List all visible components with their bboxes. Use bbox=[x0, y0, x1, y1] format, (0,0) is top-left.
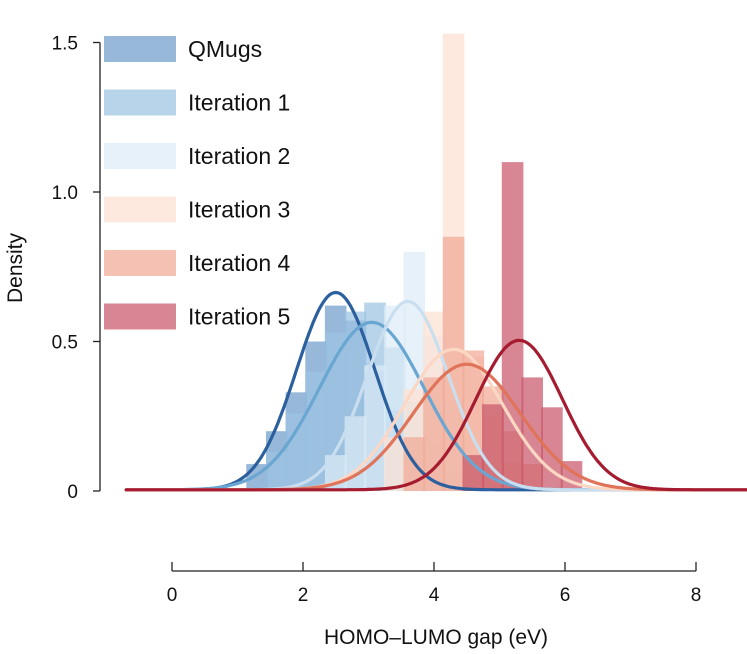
bar-iteration-5 bbox=[501, 162, 524, 491]
legend-label: Iteration 3 bbox=[188, 197, 290, 223]
legend-label: QMugs bbox=[188, 36, 262, 62]
curve-iteration-5 bbox=[124, 338, 747, 492]
x-tick-label: 6 bbox=[560, 585, 571, 606]
legend-item-iteration-1: Iteration 1 bbox=[104, 89, 290, 116]
x-tick-label: 0 bbox=[167, 585, 178, 606]
legend-swatch bbox=[104, 143, 176, 169]
legend-swatch bbox=[104, 196, 176, 223]
legend-swatch bbox=[104, 250, 176, 276]
bar-iteration-5 bbox=[521, 377, 543, 491]
legend-swatch bbox=[104, 303, 176, 330]
y-tick-label: 0.5 bbox=[52, 333, 78, 354]
x-axis-title: HOMO–LUMO gap (eV) bbox=[324, 626, 548, 649]
bar-iteration-5 bbox=[482, 404, 504, 491]
legend-swatch bbox=[104, 89, 176, 116]
x-tick-label: 2 bbox=[298, 585, 309, 606]
legend-item-iteration-3: Iteration 3 bbox=[104, 196, 290, 223]
bar-iteration-5 bbox=[541, 407, 563, 491]
legend: QMugs Iteration 1 Iteration 2 Iteration 3 It… bbox=[104, 36, 290, 330]
y-tick-label: 1.5 bbox=[52, 34, 78, 55]
bar-iteration-4 bbox=[442, 236, 465, 491]
legend-label: Iteration 4 bbox=[188, 250, 290, 276]
y-axis-title: Density bbox=[4, 232, 27, 303]
histogram-bars bbox=[246, 33, 583, 492]
bar-iteration-5 bbox=[462, 455, 485, 491]
legend-item-iteration-5: Iteration 5 bbox=[104, 303, 290, 330]
density-curves bbox=[124, 290, 747, 492]
axes: 0 0.5 1.0 1.5 0 2 4 6 8 bbox=[52, 34, 702, 607]
bar-iteration-3 bbox=[383, 437, 406, 491]
legend-swatch bbox=[104, 36, 176, 62]
legend-label: Iteration 1 bbox=[188, 90, 290, 116]
legend-label: Iteration 2 bbox=[188, 143, 290, 169]
y-tick-label: 1.0 bbox=[52, 183, 78, 204]
bar-iteration-1 bbox=[285, 413, 308, 491]
bar-iteration-2 bbox=[364, 365, 386, 491]
legend-item-iteration-2: Iteration 2 bbox=[104, 143, 290, 169]
x-tick-label: 8 bbox=[691, 585, 702, 606]
bar-iteration-1 bbox=[305, 371, 327, 491]
legend-item-iteration-4: Iteration 4 bbox=[104, 250, 290, 276]
x-tick-label: 4 bbox=[429, 585, 440, 606]
bar-iteration-1 bbox=[324, 332, 347, 491]
legend-label: Iteration 5 bbox=[188, 304, 290, 330]
legend-item-qmugs: QMugs bbox=[104, 36, 262, 62]
y-tick-label: 0 bbox=[67, 482, 78, 503]
